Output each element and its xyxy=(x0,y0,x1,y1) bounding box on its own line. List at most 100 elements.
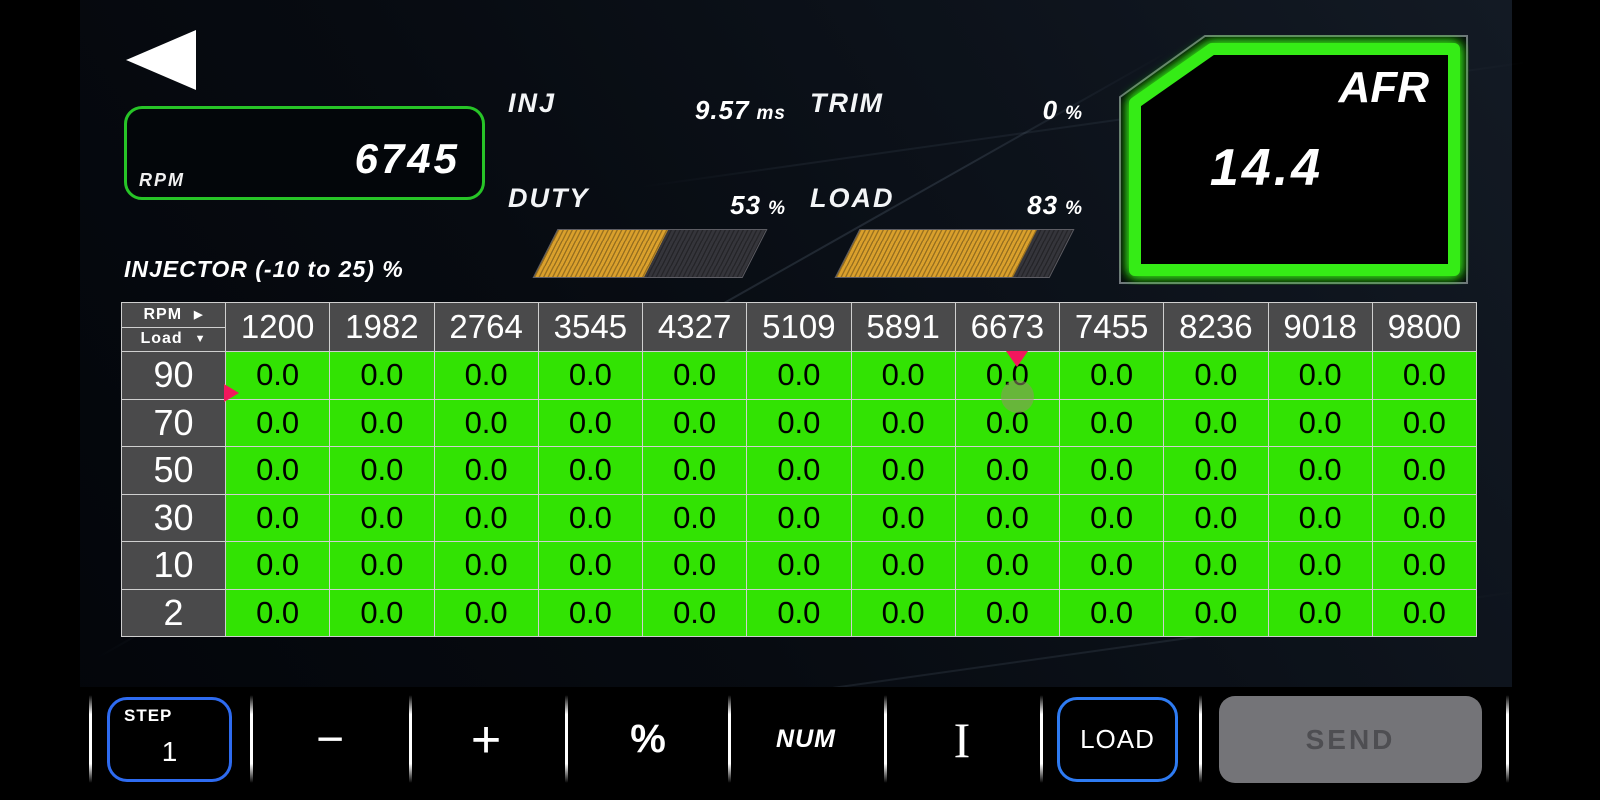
map-cell[interactable]: 0.0 xyxy=(643,542,747,589)
map-cell[interactable]: 0.0 xyxy=(851,589,955,636)
back-button[interactable] xyxy=(126,30,196,90)
load-row-header[interactable]: 50 xyxy=(122,447,225,494)
map-cell[interactable]: 0.0 xyxy=(1060,399,1164,446)
map-cell[interactable]: 0.0 xyxy=(1164,352,1268,399)
rpm-column-header[interactable]: 3545 xyxy=(538,303,642,351)
map-cell[interactable]: 0.0 xyxy=(330,447,434,494)
map-cell[interactable]: 0.0 xyxy=(747,494,851,541)
map-cell[interactable]: 0.0 xyxy=(1060,352,1164,399)
map-cell[interactable]: 0.0 xyxy=(955,494,1059,541)
map-cell[interactable]: 0.0 xyxy=(955,542,1059,589)
map-cell[interactable]: 0.0 xyxy=(1060,589,1164,636)
map-cell[interactable]: 0.0 xyxy=(434,447,538,494)
load-row-header[interactable]: 30 xyxy=(122,494,225,541)
load-button[interactable]: LOAD xyxy=(1057,697,1178,782)
map-cell[interactable]: 0.0 xyxy=(851,447,955,494)
map-cell[interactable]: 0.0 xyxy=(955,447,1059,494)
increment-button[interactable]: + xyxy=(470,710,502,769)
load-row-header[interactable]: 10 xyxy=(122,542,225,589)
map-cell[interactable]: 0.0 xyxy=(330,494,434,541)
map-cell[interactable]: 0.0 xyxy=(538,542,642,589)
map-cell[interactable]: 0.0 xyxy=(226,494,330,541)
map-cell[interactable]: 0.0 xyxy=(1372,447,1476,494)
map-cell[interactable]: 0.0 xyxy=(1268,352,1372,399)
map-cell[interactable]: 0.0 xyxy=(1164,447,1268,494)
map-cell[interactable]: 0.0 xyxy=(434,399,538,446)
map-cell[interactable]: 0.0 xyxy=(643,589,747,636)
map-cell[interactable]: 0.0 xyxy=(1164,494,1268,541)
load-row-header[interactable]: 70 xyxy=(122,399,225,446)
rpm-column-header[interactable]: 9800 xyxy=(1372,303,1476,351)
map-cell[interactable]: 0.0 xyxy=(1164,542,1268,589)
map-cell[interactable]: 0.0 xyxy=(851,352,955,399)
rpm-column-header[interactable]: 4327 xyxy=(643,303,747,351)
map-cell[interactable]: 0.0 xyxy=(330,542,434,589)
map-cell[interactable]: 0.0 xyxy=(1372,542,1476,589)
map-cell[interactable]: 0.0 xyxy=(851,399,955,446)
map-cell[interactable]: 0.0 xyxy=(747,399,851,446)
load-row-header[interactable]: 90 xyxy=(122,352,225,399)
table-corner-cell: RPM ▶ Load ▼ xyxy=(122,303,225,351)
map-cell[interactable]: 0.0 xyxy=(434,494,538,541)
rpm-column-header[interactable]: 7455 xyxy=(1060,303,1164,351)
map-cell[interactable]: 0.0 xyxy=(1060,447,1164,494)
load-row-header[interactable]: 2 xyxy=(122,589,225,636)
map-cell[interactable]: 0.0 xyxy=(434,352,538,399)
map-cell[interactable]: 0.0 xyxy=(643,352,747,399)
map-cell[interactable]: 0.0 xyxy=(226,589,330,636)
map-cell[interactable]: 0.0 xyxy=(1372,399,1476,446)
send-button[interactable]: SEND xyxy=(1219,696,1482,783)
map-cell[interactable]: 0.0 xyxy=(1060,494,1164,541)
rpm-column-header[interactable]: 5109 xyxy=(747,303,851,351)
map-cell[interactable]: 0.0 xyxy=(955,589,1059,636)
map-cell[interactable]: 0.0 xyxy=(1060,542,1164,589)
map-cell[interactable]: 0.0 xyxy=(226,447,330,494)
rpm-column-header[interactable]: 1200 xyxy=(226,303,330,351)
map-cell[interactable]: 0.0 xyxy=(747,352,851,399)
map-cell[interactable]: 0.0 xyxy=(434,589,538,636)
map-cell[interactable]: 0.0 xyxy=(851,542,955,589)
map-cell[interactable]: 0.0 xyxy=(1268,494,1372,541)
map-cell[interactable]: 0.0 xyxy=(330,352,434,399)
map-cell[interactable]: 0.0 xyxy=(538,494,642,541)
percent-mode-button[interactable]: % xyxy=(630,717,666,761)
map-cell[interactable]: 0.0 xyxy=(434,542,538,589)
map-cell[interactable]: 0.0 xyxy=(1372,352,1476,399)
toolbar-divider xyxy=(1506,695,1509,783)
rpm-column-header[interactable]: 5891 xyxy=(851,303,955,351)
map-cell[interactable]: 0.0 xyxy=(747,447,851,494)
map-cell[interactable]: 0.0 xyxy=(226,542,330,589)
map-cell[interactable]: 0.0 xyxy=(538,589,642,636)
rpm-column-header[interactable]: 8236 xyxy=(1164,303,1268,351)
map-cell[interactable]: 0.0 xyxy=(747,542,851,589)
map-cell[interactable]: 0.0 xyxy=(226,399,330,446)
step-button[interactable]: STEP 1 xyxy=(107,697,232,782)
map-cell[interactable]: 0.0 xyxy=(1164,399,1268,446)
map-cell[interactable]: 0.0 xyxy=(1268,542,1372,589)
cursor-mode-button[interactable]: I xyxy=(953,711,971,768)
map-cell[interactable]: 0.0 xyxy=(330,589,434,636)
map-cell[interactable]: 0.0 xyxy=(330,399,434,446)
map-cell[interactable]: 0.0 xyxy=(538,447,642,494)
map-cell[interactable]: 0.0 xyxy=(643,399,747,446)
rpm-column-header[interactable]: 9018 xyxy=(1268,303,1372,351)
map-cell[interactable]: 0.0 xyxy=(851,494,955,541)
map-cell[interactable]: 0.0 xyxy=(1164,589,1268,636)
map-cell[interactable]: 0.0 xyxy=(643,494,747,541)
rpm-column-header[interactable]: 1982 xyxy=(330,303,434,351)
map-cell[interactable]: 0.0 xyxy=(747,589,851,636)
decrement-button[interactable]: − xyxy=(315,713,345,766)
map-cell[interactable]: 0.0 xyxy=(1372,589,1476,636)
map-cell[interactable]: 0.0 xyxy=(1268,447,1372,494)
map-cell[interactable]: 0.0 xyxy=(1268,589,1372,636)
map-cell[interactable]: 0.0 xyxy=(538,399,642,446)
map-cell[interactable]: 0.0 xyxy=(1268,399,1372,446)
rpm-column-header[interactable]: 6673 xyxy=(955,303,1059,351)
afr-label: AFR xyxy=(1338,63,1429,112)
rpm-column-header[interactable]: 2764 xyxy=(434,303,538,351)
map-cell[interactable]: 0.0 xyxy=(1372,494,1476,541)
num-mode-button[interactable]: NUM xyxy=(776,725,836,753)
map-cell[interactable]: 0.0 xyxy=(538,352,642,399)
map-cell[interactable]: 0.0 xyxy=(643,447,747,494)
map-cell[interactable]: 0.0 xyxy=(226,352,330,399)
